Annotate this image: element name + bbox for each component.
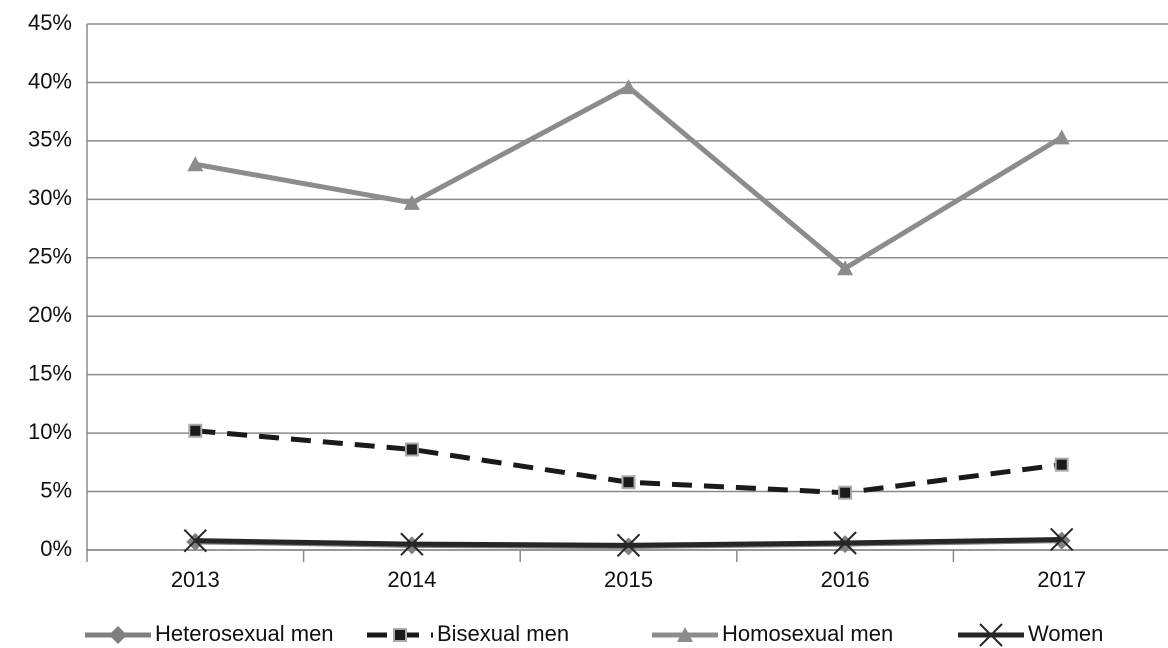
legend-label: Bisexual men [437,621,569,646]
marker-stroke [183,528,208,553]
marker [677,627,693,642]
legend-label: Heterosexual men [155,621,334,646]
marker-stroke [833,531,857,555]
y-tick-label: 20% [28,302,72,327]
marker [1054,457,1069,472]
y-tick-label: 30% [28,185,72,210]
marker [1053,129,1070,145]
y-tick-label: 0% [40,536,72,561]
marker [183,528,208,553]
series-line [194,84,1063,272]
marker-stroke [400,532,424,556]
marker [393,628,407,642]
legend-label: Homosexual men [722,621,893,646]
y-tick-label: 15% [28,360,72,385]
y-tick-label: 45% [28,10,72,35]
y-tick-label: 5% [40,477,72,502]
x-tick-label: 2016 [821,567,870,592]
marker [620,79,637,95]
y-tick-label: 40% [28,68,72,93]
marker [404,442,419,457]
marker [400,532,424,556]
marker [621,475,636,490]
x-tick-label: 2014 [387,567,436,592]
marker [838,485,853,500]
series-line [195,428,1063,496]
marker-stroke [616,533,641,558]
x-tick-label: 2017 [1037,567,1086,592]
marker [1049,527,1074,552]
x-tick-label: 2013 [171,567,220,592]
marker [837,260,854,276]
marker [187,156,204,172]
marker [833,531,857,555]
marker-stroke [979,623,1003,647]
x-tick-label: 2015 [604,567,653,592]
marker [979,623,1003,647]
marker-stroke [1049,527,1074,552]
y-tick-label: 10% [28,419,72,444]
y-tick-label: 35% [28,127,72,152]
legend-label: Women [1028,621,1103,646]
y-tick-label: 25% [28,244,72,269]
marker [616,533,641,558]
marker [403,194,420,210]
marker [188,423,203,438]
marker [109,626,127,644]
